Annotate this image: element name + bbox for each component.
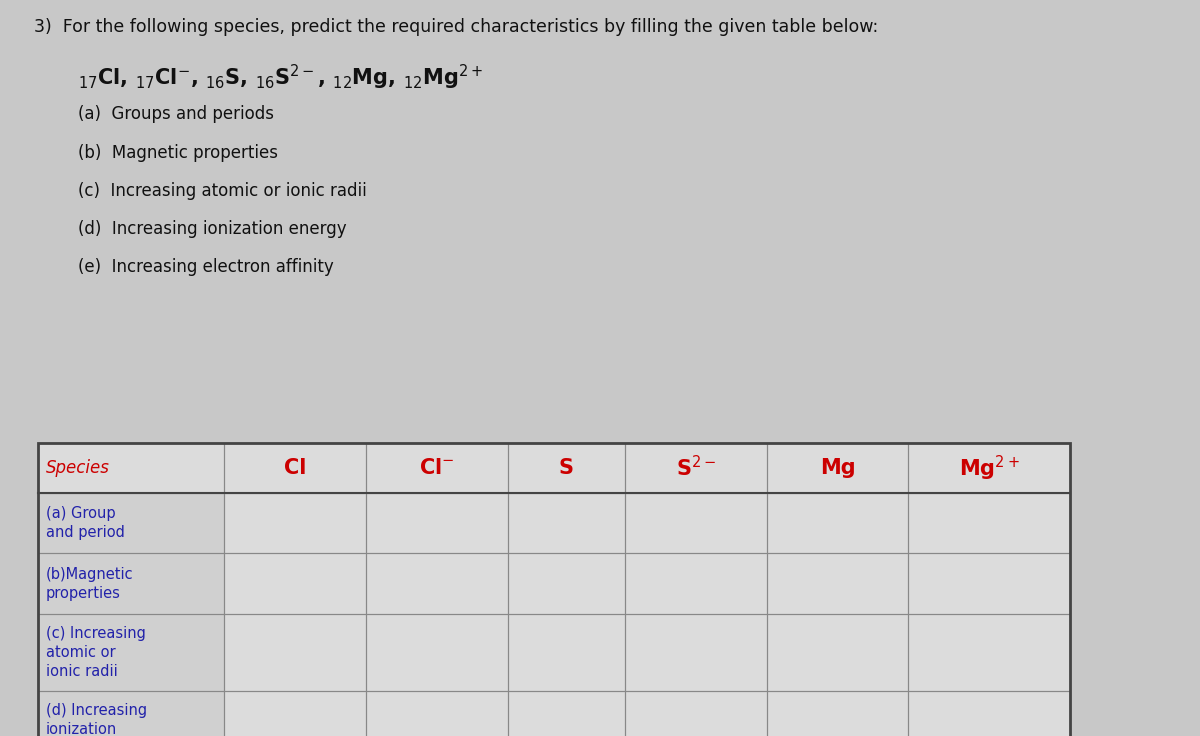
Bar <box>908 553 1070 614</box>
Bar <box>508 614 625 691</box>
Bar <box>38 493 224 553</box>
Bar <box>224 553 366 614</box>
Bar <box>366 443 508 493</box>
Bar <box>38 493 224 553</box>
Text: (c) Increasing
atomic or
ionic radii: (c) Increasing atomic or ionic radii <box>46 626 145 679</box>
Bar <box>38 443 1070 736</box>
Bar <box>224 493 366 553</box>
Bar <box>38 614 224 691</box>
Bar <box>224 553 366 614</box>
Bar <box>508 443 625 493</box>
Text: Cl: Cl <box>284 458 306 478</box>
Bar <box>625 614 767 691</box>
Bar <box>508 553 625 614</box>
Bar <box>366 614 508 691</box>
Bar <box>508 493 625 553</box>
Text: $_{17}$Cl, $_{17}$Cl$^{-}$, $_{16}$S, $_{16}$S$^{2-}$, $_{12}$Mg, $_{12}$Mg$^{2+: $_{17}$Cl, $_{17}$Cl$^{-}$, $_{16}$S, $_… <box>78 63 482 92</box>
Bar <box>908 493 1070 553</box>
Bar <box>224 443 366 493</box>
Bar <box>366 614 508 691</box>
Bar <box>767 443 908 493</box>
Bar <box>625 553 767 614</box>
Bar <box>767 493 908 553</box>
Text: (d)  Increasing ionization energy: (d) Increasing ionization energy <box>78 220 347 238</box>
Bar <box>625 553 767 614</box>
Bar <box>224 493 366 553</box>
Text: Species: Species <box>46 459 109 477</box>
Text: (a)  Groups and periods: (a) Groups and periods <box>78 105 274 123</box>
Bar <box>767 443 908 493</box>
Bar <box>625 443 767 493</box>
Text: (d) Increasing
ionization
energy: (d) Increasing ionization energy <box>46 703 146 736</box>
Text: 3)  For the following species, predict the required characteristics by filling t: 3) For the following species, predict th… <box>34 18 878 36</box>
Bar <box>908 443 1070 493</box>
Bar <box>224 691 366 736</box>
Bar <box>224 614 366 691</box>
Bar <box>366 691 508 736</box>
Text: S: S <box>559 458 574 478</box>
Bar <box>224 691 366 736</box>
Bar <box>767 553 908 614</box>
Bar <box>38 614 224 691</box>
Text: (b)Magnetic
properties: (b)Magnetic properties <box>46 567 133 601</box>
Bar <box>38 553 224 614</box>
Bar <box>508 614 625 691</box>
Bar <box>38 553 224 614</box>
Bar <box>908 614 1070 691</box>
Bar <box>908 691 1070 736</box>
Bar <box>625 493 767 553</box>
Bar <box>908 493 1070 553</box>
Bar <box>767 553 908 614</box>
Bar <box>508 493 625 553</box>
Bar <box>908 443 1070 493</box>
Text: S$^{2-}$: S$^{2-}$ <box>676 456 716 481</box>
Bar <box>908 691 1070 736</box>
Text: (b)  Magnetic properties: (b) Magnetic properties <box>78 144 278 161</box>
Bar <box>508 553 625 614</box>
Bar <box>38 691 224 736</box>
Bar <box>224 614 366 691</box>
Text: (a) Group
and period: (a) Group and period <box>46 506 125 540</box>
Bar <box>508 443 625 493</box>
Bar <box>366 493 508 553</box>
Bar <box>767 614 908 691</box>
Bar <box>366 691 508 736</box>
Bar <box>625 691 767 736</box>
Bar <box>508 691 625 736</box>
Bar <box>366 553 508 614</box>
Bar <box>38 443 224 493</box>
Bar <box>908 614 1070 691</box>
Bar <box>908 553 1070 614</box>
Bar <box>767 691 908 736</box>
Text: (c)  Increasing atomic or ionic radii: (c) Increasing atomic or ionic radii <box>78 182 367 199</box>
Bar <box>625 493 767 553</box>
Text: Mg$^{2+}$: Mg$^{2+}$ <box>959 453 1020 483</box>
Bar <box>767 691 908 736</box>
Bar <box>767 614 908 691</box>
Text: Cl$^{-}$: Cl$^{-}$ <box>419 458 455 478</box>
Bar <box>366 443 508 493</box>
Bar <box>767 493 908 553</box>
Bar <box>625 614 767 691</box>
Bar <box>625 443 767 493</box>
Bar <box>224 443 366 493</box>
Bar <box>625 691 767 736</box>
Bar <box>366 553 508 614</box>
Bar <box>508 691 625 736</box>
Bar <box>38 443 224 493</box>
Bar <box>366 493 508 553</box>
Text: Mg: Mg <box>820 458 856 478</box>
Text: (e)  Increasing electron affinity: (e) Increasing electron affinity <box>78 258 334 276</box>
Bar <box>38 691 224 736</box>
